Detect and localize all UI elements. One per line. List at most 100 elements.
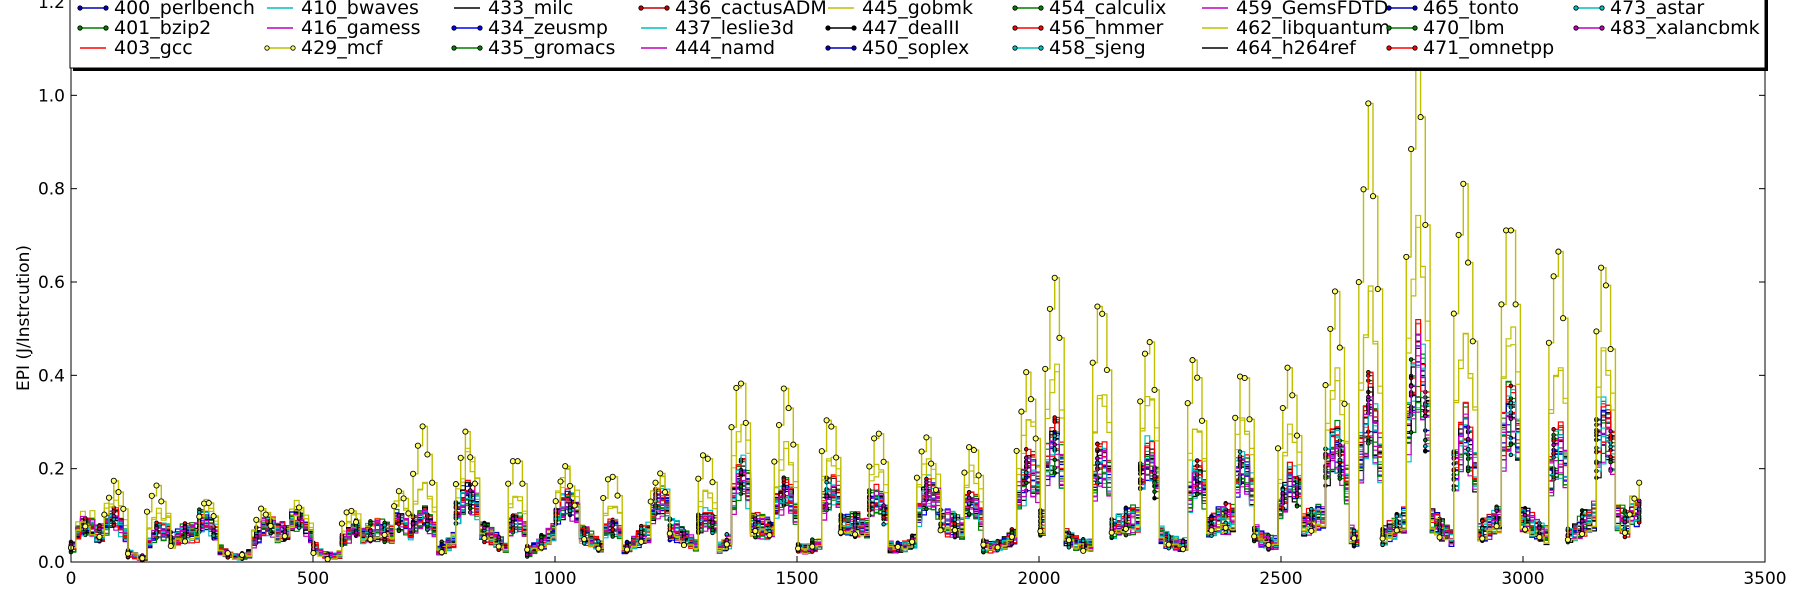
x-tick-label: 3500: [1743, 569, 1786, 589]
series-marker: [924, 506, 929, 512]
legend-marker: [825, 25, 831, 31]
series-marker: [211, 528, 216, 533]
series-marker: [1408, 430, 1414, 435]
series-marker: [310, 549, 317, 557]
series-marker: [1094, 303, 1101, 310]
legend-marker: [1012, 5, 1018, 11]
series-marker: [1394, 513, 1400, 519]
series-marker: [410, 470, 417, 477]
series-marker: [353, 530, 359, 535]
series-marker: [324, 556, 331, 563]
series-marker: [1151, 386, 1158, 393]
series-marker: [1208, 527, 1215, 534]
series-marker: [1608, 429, 1613, 434]
series-marker: [557, 478, 564, 485]
legend-label: 445_gobmk: [862, 0, 973, 19]
series-marker: [775, 421, 783, 429]
series-marker: [467, 500, 473, 505]
series-marker: [1350, 535, 1358, 542]
series-marker: [881, 515, 886, 520]
legend-marker: [1573, 25, 1579, 31]
series-marker: [1422, 221, 1429, 228]
series-marker: [368, 528, 373, 534]
series-marker: [1465, 259, 1472, 266]
series-marker: [913, 474, 920, 481]
series-marker: [823, 417, 830, 424]
legend-label: 464_h264ref: [1236, 37, 1357, 59]
series-marker: [785, 405, 792, 412]
x-tick-label: 1000: [533, 569, 576, 589]
legend-marker: [851, 25, 857, 31]
legend-entry-410_bwaves: 410_bwaves: [267, 0, 419, 19]
legend-marker: [825, 45, 831, 51]
series-marker: [952, 521, 958, 526]
series-marker: [623, 546, 631, 553]
series-marker: [1337, 476, 1343, 481]
series-marker: [562, 463, 569, 470]
series-marker: [467, 454, 474, 461]
series-marker: [1194, 481, 1200, 487]
series-marker: [148, 492, 155, 499]
series-marker: [438, 549, 445, 556]
series-marker: [1403, 253, 1410, 260]
series-marker: [495, 543, 502, 550]
legend-entry-416_gamess: 416_gamess: [267, 17, 420, 39]
legend-label: 465_tonto: [1423, 0, 1519, 19]
series-marker: [1146, 339, 1153, 346]
series-marker: [1066, 545, 1072, 550]
series-marker: [1241, 374, 1248, 382]
series-marker: [1008, 533, 1015, 540]
series-marker: [780, 385, 787, 392]
series-marker: [262, 511, 269, 518]
legend-label: 450_soplex: [862, 37, 969, 59]
series-marker: [1626, 511, 1633, 518]
legend-marker: [1412, 25, 1418, 31]
series-marker: [566, 482, 574, 489]
series-marker: [1209, 516, 1214, 522]
series-marker: [638, 526, 644, 531]
series-marker: [1023, 447, 1029, 452]
series-marker: [1123, 509, 1129, 514]
series-marker: [881, 510, 886, 516]
series-marker: [595, 545, 602, 552]
series-marker: [894, 543, 901, 550]
series-marker: [1423, 449, 1428, 454]
series-marker: [970, 447, 977, 454]
series-marker: [1265, 541, 1272, 549]
legend-label: 434_zeusmp: [488, 17, 608, 39]
legend-entry-483_xalancbmk: 483_xalancbmk: [1573, 17, 1760, 39]
legend-label: 483_xalancbmk: [1610, 17, 1760, 39]
legend-marker: [451, 25, 457, 31]
legend-label: 462_libquantum: [1236, 17, 1390, 39]
series-marker: [1013, 447, 1020, 454]
series-marker: [952, 533, 958, 538]
series-marker: [1152, 495, 1157, 501]
series-marker: [771, 458, 778, 465]
series-marker: [1141, 350, 1149, 357]
series-marker: [980, 541, 987, 548]
series-marker: [395, 488, 402, 495]
legend-marker: [1386, 5, 1392, 11]
legend-entry-444_namd: 444_namd: [641, 37, 775, 59]
series-marker: [951, 527, 958, 534]
series-marker: [424, 451, 431, 458]
legend-label: 471_omnetpp: [1423, 37, 1554, 59]
series-marker: [253, 516, 260, 523]
legend-entry-464_h264ref: 464_h264ref: [1202, 37, 1357, 59]
series-marker: [1308, 527, 1315, 534]
series-marker: [1051, 274, 1058, 281]
series-marker: [467, 488, 473, 493]
series-marker: [1095, 441, 1100, 447]
series-marker: [111, 513, 117, 519]
series-marker: [1555, 248, 1562, 255]
series-marker: [1194, 374, 1201, 381]
series-marker: [1294, 491, 1300, 496]
series-marker: [638, 538, 645, 545]
series-marker: [143, 508, 151, 515]
legend-label: 435_gromacs: [488, 37, 615, 59]
series-marker: [258, 505, 265, 512]
series-marker: [1052, 442, 1057, 447]
series-marker: [742, 419, 749, 426]
series-marker: [1023, 470, 1029, 475]
legend-label: 459_GemsFDTD: [1236, 0, 1388, 19]
